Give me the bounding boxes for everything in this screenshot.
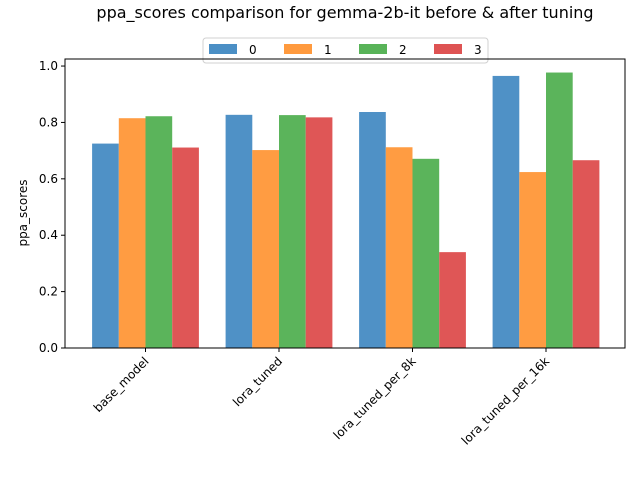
bar-base_model-series-2	[145, 116, 173, 348]
legend-label-0: 0	[249, 43, 257, 57]
legend-label-1: 1	[324, 43, 332, 57]
legend-label-3: 3	[474, 43, 482, 57]
legend-swatch-2	[359, 44, 387, 54]
bar-lora_tuned_per_8k-series-3	[439, 252, 466, 348]
bars-group	[92, 72, 600, 349]
chart-title: ppa_scores comparison for gemma-2b-it be…	[96, 3, 593, 23]
bar-lora_tuned-series-2	[279, 115, 306, 348]
bar-lora_tuned_per_16k-series-2	[546, 72, 573, 348]
legend-swatch-3	[434, 44, 462, 54]
bar-lora_tuned_per_16k-series-0	[492, 75, 520, 348]
y-tick-label: 0.2	[39, 285, 58, 299]
x-axis: base_model lora_tuned lora_tuned_per_8k lor…	[91, 348, 552, 448]
bar-lora_tuned-series-1	[252, 150, 279, 348]
x-tick-label: base_model	[91, 354, 152, 415]
plot-area-frame	[64, 58, 626, 349]
y-tick-label: 0.4	[39, 228, 58, 242]
legend-swatch-1	[284, 44, 312, 54]
bar-lora_tuned_per_16k-series-3	[572, 160, 600, 348]
y-tick-label: 0.6	[39, 172, 58, 186]
y-axis: 0.0 0.2 0.4 0.6 0.8 1.0	[39, 59, 65, 355]
bar-base_model-series-3	[172, 147, 199, 348]
legend-swatch-0	[209, 44, 237, 54]
y-axis-label: ppa_scores	[16, 179, 30, 246]
legend-label-2: 2	[399, 43, 407, 57]
y-tick-label: 0.8	[39, 115, 58, 129]
x-tick-label: lora_tuned	[230, 354, 285, 409]
y-tick-label: 1.0	[39, 59, 58, 73]
bar-lora_tuned-series-0	[225, 114, 253, 348]
legend: 0 1 2 3	[202, 37, 489, 64]
bar-lora_tuned_per_16k-series-1	[519, 172, 546, 348]
bar-lora_tuned-series-3	[305, 117, 333, 349]
legend-frame	[202, 37, 489, 64]
x-tick-label: lora_tuned_per_8k	[331, 354, 419, 442]
bar-lora_tuned_per_8k-series-1	[385, 147, 413, 348]
x-tick-label: lora_tuned_per_16k	[459, 354, 552, 447]
bar-base_model-series-0	[92, 143, 119, 348]
bar-lora_tuned_per_8k-series-0	[359, 112, 386, 348]
bar-lora_tuned_per_8k-series-2	[412, 158, 440, 348]
y-tick-label: 0.0	[39, 341, 58, 355]
bar-base_model-series-1	[118, 118, 146, 349]
